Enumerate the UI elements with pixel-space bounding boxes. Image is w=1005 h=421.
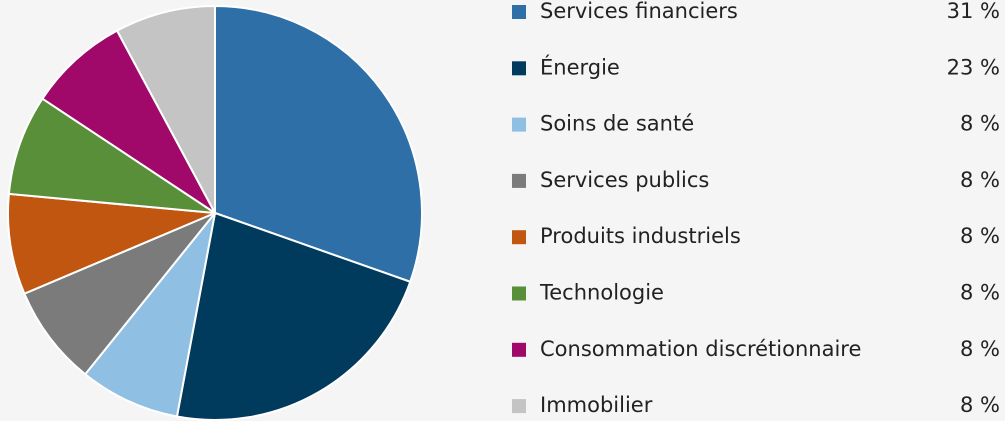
legend-swatch (512, 342, 526, 357)
value-label: 8 % (960, 337, 1000, 361)
legend-label: Soins de santé (540, 112, 694, 136)
legend-label: Produits industriels (540, 224, 741, 248)
pie-slice (83, 212, 216, 418)
value-label: 23 % (947, 55, 1000, 79)
legend-label: Énergie (540, 54, 620, 79)
legend-label: Technologie (539, 281, 664, 305)
pie-slice (23, 212, 216, 376)
legend-swatch (512, 399, 526, 414)
legend-swatch (512, 5, 526, 19)
pie-slice (115, 4, 216, 214)
pie-slice (175, 211, 412, 421)
pie-slice (7, 192, 216, 295)
legend-label: Services financiers (540, 0, 738, 23)
value-label: 8 % (960, 112, 1000, 136)
pie-slice (41, 29, 216, 214)
value-label: 8 % (960, 224, 1000, 248)
value-label: 31 % (947, 0, 1000, 23)
pie-slice (7, 97, 216, 214)
legend-label: Services publics (540, 168, 709, 192)
legend-swatch (512, 173, 526, 188)
value-label: 8 % (960, 393, 1000, 417)
legend-swatch (512, 61, 526, 76)
value-label: 8 % (960, 168, 1000, 192)
value-label: 8 % (960, 281, 1000, 305)
pie-slice (214, 4, 423, 284)
legend-swatch (512, 230, 526, 245)
legend-swatch (512, 117, 526, 132)
legend-swatch (512, 286, 526, 301)
legend-label: Immobilier (540, 393, 653, 417)
legend-label: Consommation discrétionnaire (540, 337, 861, 361)
